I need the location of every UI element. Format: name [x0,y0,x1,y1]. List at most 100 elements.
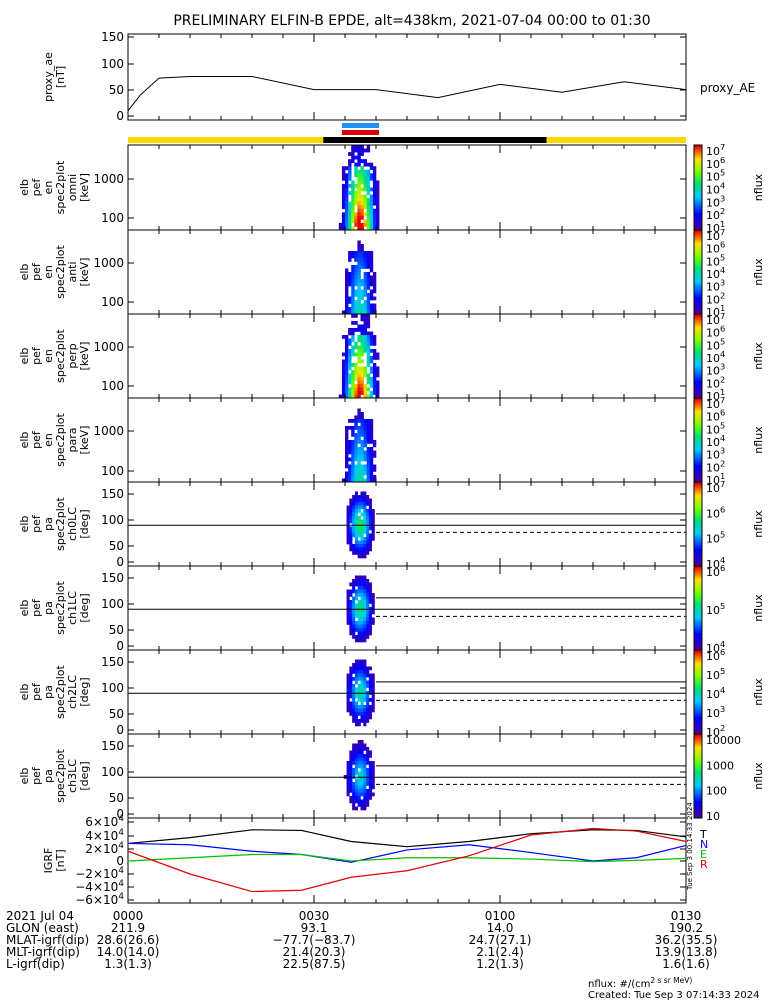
spectrogram-cell [363,468,367,472]
colorbar-cell [694,584,702,588]
colorbar-cell [694,423,702,426]
spectrogram-cell [354,509,359,513]
spectrogram-cell [351,201,355,206]
spectrogram-cell [360,579,364,583]
spectrogram-cell [354,426,358,430]
spectrogram-cell [360,303,364,308]
colorbar-cell [694,293,702,296]
spectrogram-cell [354,537,359,541]
spectrogram-cell [366,547,370,552]
spectrogram-cell [348,391,352,395]
y-tick-label: 150 [101,30,124,44]
spectrogram-cell [363,373,367,378]
spectrogram-cell [349,796,353,800]
colorbar-cell [694,662,702,666]
spectrogram-cell [357,370,361,374]
spectrogram-cell [369,356,374,360]
spectrogram-cell [348,254,352,259]
spectrogram-cell [346,533,350,538]
spectrogram-cell [369,461,374,465]
spectrogram-cell [351,226,355,231]
spectrogram-cell [348,201,352,206]
spectrogram-cell [348,258,352,262]
spectrogram-cell [354,275,358,280]
spectrogram-cell [351,464,355,469]
spectrogram-cell [363,778,367,783]
colorbar-tick-label: 106 [706,504,725,520]
colorbar-cell [694,168,702,171]
colorbar-cell [694,301,702,304]
spectrogram-cell [360,265,364,269]
spectrogram-cell [352,789,356,793]
spectrogram-cell [366,666,370,671]
colorbar-tick-label: 107 [706,479,725,495]
spectrogram-cell [366,635,370,639]
colorbar-cell [694,295,702,298]
spectrogram-cell [372,286,377,290]
spectrogram-cell [363,265,367,269]
colorbar-cell [694,435,702,439]
spectrogram-cell [354,792,359,797]
spectrogram-cell [363,610,367,615]
spectrogram-cell [366,226,371,231]
spectrogram-cell [354,471,358,476]
spectrogram-cell [345,176,349,181]
spectrogram-cell [363,436,367,441]
colorbar-cell [694,444,702,447]
spectrogram-cell [363,498,367,503]
spectrogram-cell [357,373,361,378]
spectrogram-cell [345,447,349,451]
spectrogram-cell [345,296,349,301]
vertical-stamp: Tue Sep 3 00:14:33 2024 [686,802,694,891]
spectrogram-panel-ch3LC: elb pef pa spec2plot ch3LC [deg]1501005001000… [18,733,765,823]
colorbar-cell [694,702,702,706]
colorbar-cell [694,725,702,729]
colorbar-cell [694,582,702,586]
spectrogram-cell [376,187,380,192]
colorbar-cell [694,316,702,319]
spectrogram-cell [352,785,356,790]
spectrogram-cell [351,275,355,280]
spectrogram-cell [348,272,352,276]
spectrogram-cell [360,701,364,706]
spectrogram-cell [351,272,355,276]
spectrogram-cell [371,526,375,531]
spectrogram-cell [352,505,356,510]
spectrogram-cell [363,722,367,727]
spectrogram-cell [360,261,364,266]
spectrogram-cell [352,677,356,681]
spectrogram-cell [348,380,352,385]
colorbar-cell [694,454,702,458]
spectrogram-cell [372,450,377,455]
spectrogram-cell [352,614,356,618]
spectrogram-cell [360,547,364,552]
spectrogram-cell [369,268,374,273]
spectrogram-cell [357,440,361,444]
spectrogram-cell [357,265,361,269]
colorbar-cell [694,202,702,205]
igrf-legend-R: R [700,858,708,871]
spectrogram-cell [366,335,371,339]
spectrogram-cell [372,380,377,385]
colorbar-cell [694,322,702,325]
spectrogram-cell [360,440,364,444]
spectrogram-cell [351,363,355,367]
spectrogram-cell [348,478,352,483]
spectrogram-cell [366,468,371,472]
science-marker [341,123,380,128]
spectrogram-cell [354,782,359,786]
spectrogram-cell [352,512,356,517]
spectrogram-cell [341,205,346,210]
panel-frame [127,649,687,735]
spectrogram-cell [360,254,364,259]
colorbar-cell [694,299,702,302]
spectrogram-cell [363,261,367,266]
spectrogram-cell [345,366,349,371]
spectrogram-cell [363,614,367,618]
colorbar-cell [694,536,702,540]
spectrogram-panel-omni: elb pef en spec2plot omni [keV] 10001001071061… [18,142,765,235]
y-axis-label: [deg] [78,761,91,790]
spectrogram-cell [354,502,359,506]
spectrogram-cell [354,457,358,462]
spectrogram-cell [376,205,380,210]
